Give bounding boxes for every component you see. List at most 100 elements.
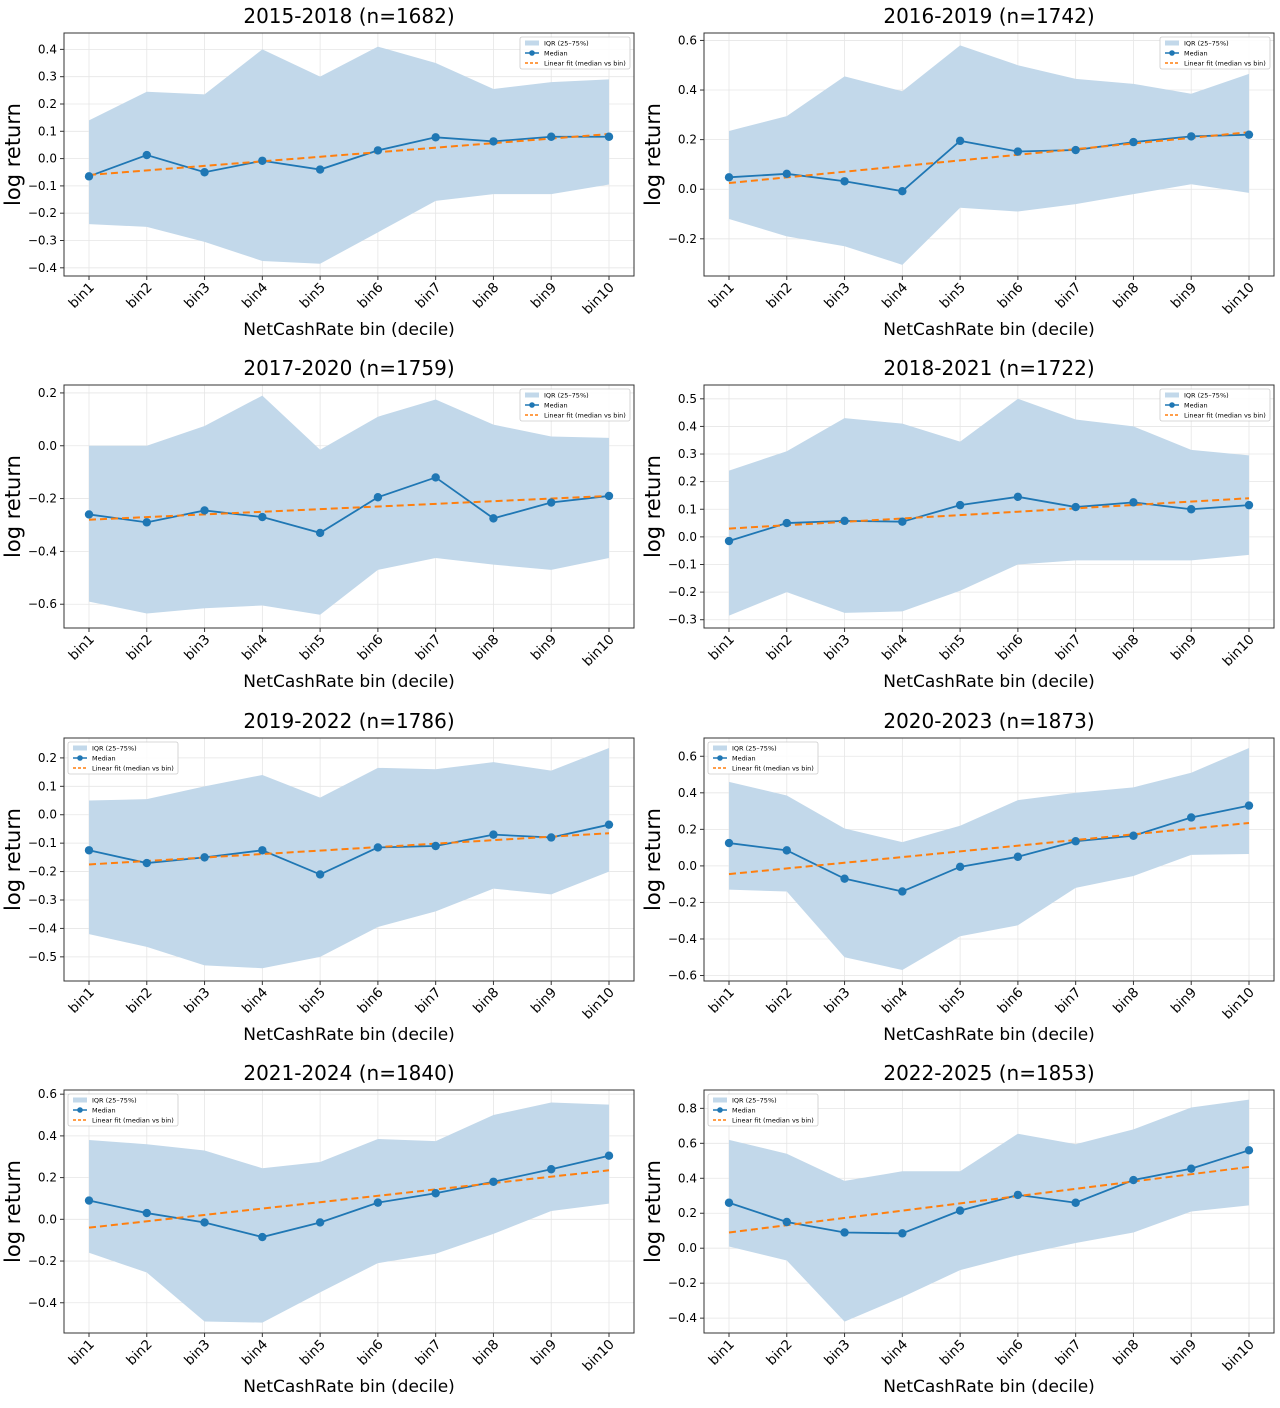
- y-tick-label: 0.2: [38, 97, 57, 111]
- x-axis-label: NetCashRate bin (decile): [243, 320, 455, 340]
- axes-frame: [703, 384, 1275, 629]
- x-tick-label: bin7: [1052, 985, 1084, 1017]
- x-tick-label: bin8: [470, 280, 502, 312]
- median-point: [1071, 145, 1080, 155]
- legend-label: Median: [92, 754, 116, 762]
- y-tick-label: 0.4: [678, 1171, 697, 1185]
- median-point: [724, 1198, 734, 1207]
- y-tick-label: 0.4: [678, 786, 697, 800]
- y-tick-label: −0.4: [668, 1311, 697, 1325]
- median-point: [604, 132, 614, 141]
- y-tick-label: −0.6: [668, 969, 697, 983]
- axes-frame: [63, 1089, 635, 1334]
- y-tick-label: −0.2: [668, 232, 697, 246]
- x-tick-label: bin4: [879, 280, 911, 312]
- y-tick-label: 0.0: [38, 1212, 57, 1226]
- median-point: [315, 1218, 325, 1227]
- x-tick-label: bin3: [181, 985, 213, 1017]
- median-point: [1013, 492, 1023, 502]
- fit-line: [728, 497, 1250, 530]
- iqr-band: [729, 398, 1249, 616]
- y-tick-label: 0.6: [678, 33, 697, 47]
- legend-box: [707, 741, 819, 775]
- y-tick-label: −0.3: [668, 613, 697, 627]
- median-point: [1187, 505, 1196, 514]
- chart-title: 2018-2021 (n=1722): [883, 356, 1094, 380]
- x-tick-label: bin9: [528, 632, 560, 664]
- x-tick-label: bin5: [297, 985, 329, 1017]
- x-tick-label: bin2: [123, 280, 155, 312]
- median-point: [431, 473, 440, 482]
- y-tick-label: 0.5: [678, 392, 697, 406]
- median-point: [1071, 1198, 1080, 1207]
- y-tick-label: 0.6: [678, 1136, 697, 1150]
- x-tick-label: bin7: [1052, 280, 1084, 312]
- y-tick-label: 0.0: [678, 1241, 697, 1255]
- x-tick-label: bin3: [821, 280, 853, 312]
- y-tick-label: −0.4: [28, 1296, 57, 1310]
- axes-frame: [63, 384, 635, 629]
- legend: IQR (25–75%) Median Linear fit (median vs …: [1159, 36, 1271, 70]
- legend-marker: [77, 755, 83, 761]
- median-point: [1129, 137, 1138, 147]
- legend-label: Median: [1184, 49, 1208, 57]
- legend-swatch-band: [713, 745, 727, 751]
- x-tick-label: bin1: [66, 632, 98, 664]
- x-tick-label: bin10: [1220, 985, 1258, 1023]
- legend-label: IQR (25–75%): [732, 744, 777, 752]
- y-tick-label: −0.1: [668, 557, 697, 571]
- median-point: [489, 830, 498, 839]
- legend-swatch-band: [1165, 392, 1179, 398]
- median-point: [258, 156, 267, 165]
- x-tick-label: bin6: [355, 1337, 387, 1369]
- iqr-band: [89, 395, 609, 615]
- y-tick-label: 0.3: [38, 70, 57, 84]
- legend-label: IQR (25–75%): [544, 391, 589, 399]
- x-tick-label: bin3: [181, 280, 213, 312]
- median-point: [898, 887, 907, 896]
- fit-line: [88, 1169, 610, 1229]
- median-point: [955, 1206, 965, 1215]
- median-point: [84, 1196, 94, 1205]
- y-tick-label: 0.4: [38, 42, 57, 56]
- axes-frame: [63, 737, 635, 982]
- y-tick-label: 0.0: [38, 152, 57, 166]
- y-tick-label: 0.4: [678, 419, 697, 433]
- x-tick-label: bin1: [706, 985, 738, 1017]
- median-point: [724, 838, 734, 848]
- legend-box: [1159, 36, 1271, 70]
- median-point: [1187, 132, 1196, 141]
- y-tick-label: 0.0: [678, 182, 697, 196]
- y-tick-label: 0.6: [38, 1087, 57, 1101]
- x-tick-label: bin6: [995, 1337, 1027, 1369]
- chart-panel: −0.5 −0.4 −0.3 −0.2 −0.1 0.0 0.1 0.2 bin1 bin2 bin…: [1, 709, 635, 1045]
- y-tick-label: −0.1: [28, 836, 57, 850]
- chart-panel: −0.4 −0.2 0.0 0.2 0.4 0.6 0.8 bin1 bin2 bin3 bin4 b…: [641, 1061, 1275, 1397]
- median-line: [728, 495, 1250, 542]
- x-tick-label: bin2: [123, 985, 155, 1017]
- legend-label: IQR (25–75%): [732, 1096, 777, 1104]
- median-point: [898, 517, 907, 526]
- legend-label: Linear fit (median vs bin): [544, 411, 626, 419]
- legend-label: IQR (25–75%): [1184, 39, 1229, 47]
- median-point: [604, 820, 614, 829]
- chart-panel: −0.4 −0.2 0.0 0.2 0.4 0.6 bin1 bin2 bin3 bin4 bin5…: [1, 1061, 635, 1397]
- x-tick-label: bin6: [355, 632, 387, 664]
- legend-swatch-band: [1165, 40, 1179, 46]
- y-tick-label: 0.2: [678, 822, 697, 836]
- chart-title: 2021-2024 (n=1840): [243, 1061, 454, 1085]
- x-tick-label: bin9: [1168, 280, 1200, 312]
- median-point: [840, 874, 849, 883]
- y-tick-label: −0.5: [28, 950, 57, 964]
- y-tick-label: −0.2: [28, 1254, 57, 1268]
- legend-label: Linear fit (median vs bin): [92, 764, 174, 772]
- fit-line: [728, 821, 1250, 876]
- median-point: [955, 136, 965, 146]
- median-line: [88, 1154, 610, 1238]
- median-point: [782, 169, 791, 179]
- legend-label: IQR (25–75%): [92, 1096, 137, 1104]
- x-tick-label: bin10: [1220, 280, 1258, 318]
- median-point: [840, 516, 849, 526]
- x-tick-label: bin1: [66, 1337, 98, 1369]
- x-tick-label: bin1: [706, 280, 738, 312]
